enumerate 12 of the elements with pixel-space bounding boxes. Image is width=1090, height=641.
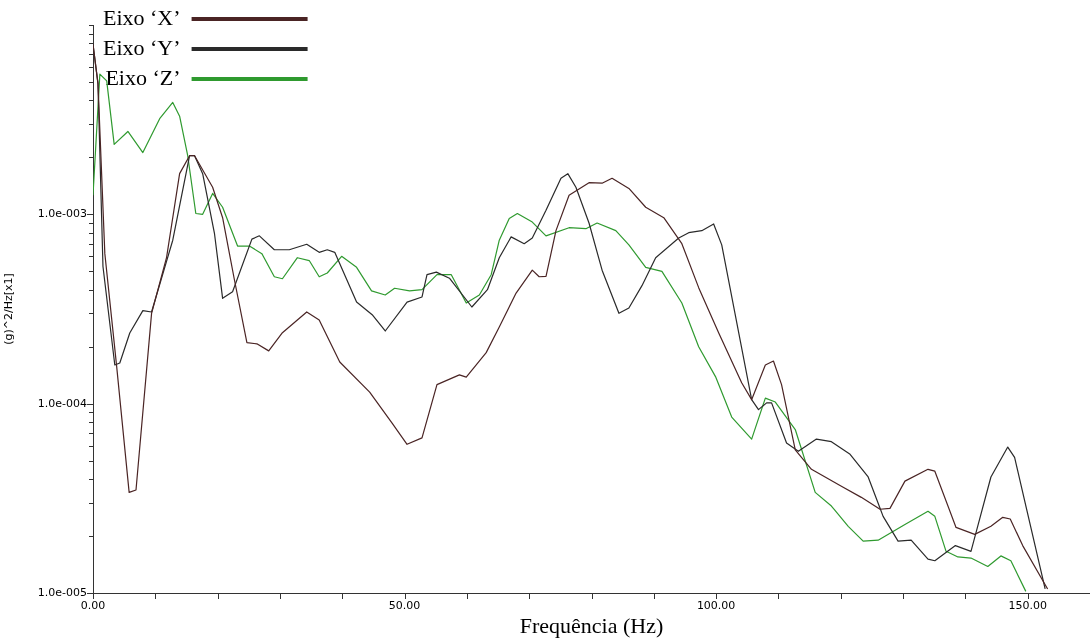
x-tick-label: 0.00 — [80, 599, 106, 613]
y-axis-title: (g)^2/Hz[x1] — [1, 273, 15, 345]
y-tick-label: 1.0e-005 — [37, 585, 87, 599]
series-label: Eixo ‘Y’ — [103, 34, 181, 60]
series-label: Eixo ‘Z’ — [105, 64, 181, 90]
y-tick-label: 1.0e-004 — [37, 396, 87, 410]
x-tick-label: 100.00 — [696, 599, 736, 613]
x-tick-label: 50.00 — [388, 599, 421, 613]
series-label: Eixo ‘X’ — [103, 4, 181, 30]
x-axis-title: Frequência (Hz) — [519, 613, 664, 638]
y-tick-label: 1.0e-003 — [37, 207, 87, 221]
x-tick-label: 150.00 — [1008, 599, 1047, 613]
